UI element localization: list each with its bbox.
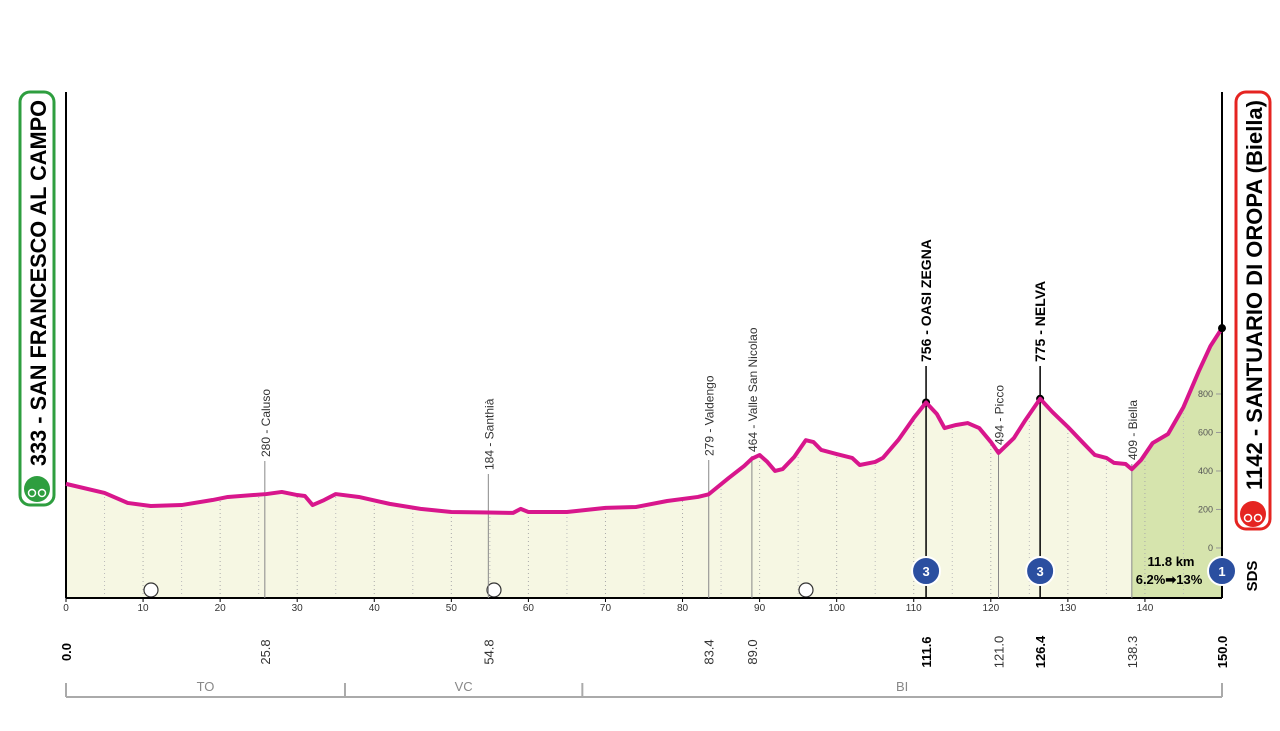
- climb-category: 3: [1037, 564, 1044, 579]
- km-label: 138.3: [1125, 636, 1140, 669]
- finish-name: 1142 - SANTUARIO DI OROPA (Biella): [1242, 100, 1267, 490]
- x-tick-label: 40: [369, 603, 381, 614]
- x-tick-label: 60: [523, 603, 535, 614]
- region-label: TO: [197, 679, 215, 694]
- y-tick-label: 200: [1198, 504, 1213, 514]
- profile-fill: [66, 328, 1222, 598]
- km-label: 150.0: [1215, 636, 1230, 669]
- km-label: 54.8: [481, 639, 496, 664]
- x-tick-label: 120: [982, 603, 999, 614]
- place-label: 184 - Santhià: [482, 398, 496, 470]
- x-tick-label: 10: [138, 603, 150, 614]
- start-icon: [24, 476, 50, 502]
- place-label: 756 - OASI ZEGNA: [918, 239, 934, 362]
- x-tick-label: 110: [906, 603, 922, 614]
- finish-icon: [1240, 501, 1266, 527]
- y-tick-label: 400: [1198, 466, 1213, 476]
- x-tick-label: 140: [1137, 603, 1154, 614]
- x-tick-label: 130: [1060, 603, 1077, 614]
- km-label: 89.0: [745, 639, 760, 664]
- x-tick-label: 20: [215, 603, 227, 614]
- start-name: 333 - SAN FRANCESCO AL CAMPO: [26, 100, 51, 466]
- background: [65, 328, 1222, 598]
- sponsor: SDS: [1244, 561, 1261, 592]
- climb-icon: [911, 556, 942, 586]
- km-label: 126.4: [1033, 635, 1048, 668]
- start-icon-wheel: [37, 488, 47, 498]
- finish-icon-wheel: [1253, 513, 1263, 523]
- y-tick-label: 600: [1198, 427, 1213, 437]
- place-label: 409 - Biella: [1126, 400, 1140, 460]
- feed-icon: [143, 582, 159, 598]
- y-tick-label: 800: [1198, 389, 1213, 399]
- km-label: 83.4: [702, 639, 717, 664]
- x-tick-label: 90: [754, 603, 766, 614]
- finish-point: [1218, 324, 1226, 333]
- start-icon-wheel: [27, 488, 37, 498]
- final-climb-icon: [1207, 556, 1237, 586]
- climb-icon: [1025, 556, 1056, 586]
- place-label: 464 - Valle San Nicolao: [746, 327, 760, 452]
- km-label: 111.6: [919, 636, 934, 667]
- feed-icon: [486, 582, 502, 598]
- place-label: 280 - Caluso: [259, 389, 273, 457]
- final-climb-gradient: 6.2%➡13%: [1136, 572, 1203, 587]
- final-climb-fill: [1131, 328, 1222, 598]
- place-label: 279 - Valdengo: [703, 375, 717, 456]
- x-tick-label: 70: [600, 603, 612, 614]
- x-tick-label: 0: [63, 603, 69, 614]
- x-tick-label: 80: [677, 603, 689, 614]
- km-label: 25.8: [258, 639, 273, 664]
- km-label: 0.0: [59, 643, 74, 661]
- x-tick-label: 30: [292, 603, 304, 614]
- finish-box: [1234, 90, 1272, 531]
- climb-category: 3: [922, 564, 929, 579]
- profile-line: [65, 327, 1224, 515]
- final-climb-category: 1: [1218, 564, 1225, 579]
- place-label: 775 - NELVA: [1032, 281, 1048, 362]
- finish-icon-wheel: [1243, 513, 1253, 523]
- place-label: 494 - Picco: [993, 385, 1007, 445]
- x-tick-label: 100: [828, 603, 845, 614]
- region-label: BI: [896, 679, 908, 694]
- start-box: [18, 90, 56, 507]
- x-tick-label: 50: [446, 603, 458, 614]
- sprint-icon: [798, 582, 814, 598]
- y-tick-label: 0: [1208, 543, 1213, 553]
- region-label: VC: [455, 679, 473, 694]
- final-climb-length: 11.8 km: [1148, 554, 1195, 569]
- km-label: 121.0: [992, 636, 1007, 669]
